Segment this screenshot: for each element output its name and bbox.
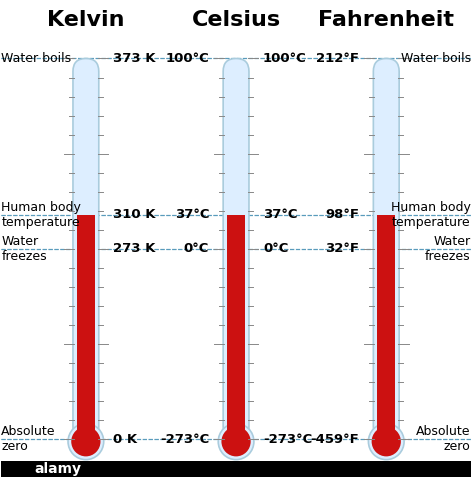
Text: Fahrenheit: Fahrenheit (318, 11, 454, 31)
Text: 0 K: 0 K (113, 433, 137, 445)
Text: Human body
temperature: Human body temperature (391, 201, 471, 228)
Text: 100°C: 100°C (165, 52, 209, 65)
FancyBboxPatch shape (73, 58, 99, 439)
Circle shape (221, 427, 251, 456)
Circle shape (372, 427, 401, 456)
Text: Water
freezes: Water freezes (425, 235, 471, 263)
Text: -459°F: -459°F (310, 433, 359, 445)
Text: -273°C: -273°C (263, 433, 312, 445)
Text: 37°C: 37°C (263, 208, 298, 221)
Text: Human body
temperature: Human body temperature (1, 201, 81, 228)
Bar (77, 215, 95, 439)
Circle shape (71, 427, 100, 456)
Text: -273°C: -273°C (160, 433, 209, 445)
Circle shape (368, 423, 404, 460)
Text: 100°C: 100°C (263, 52, 307, 65)
Text: 0°C: 0°C (263, 242, 288, 255)
Text: 98°F: 98°F (325, 208, 359, 221)
Text: Absolute
zero: Absolute zero (1, 425, 56, 453)
Text: Absolute
zero: Absolute zero (416, 425, 471, 453)
Text: 32°F: 32°F (325, 242, 359, 255)
FancyBboxPatch shape (223, 58, 249, 439)
Text: Water boils: Water boils (401, 52, 471, 65)
Bar (1, 461, 471, 477)
Text: 273 K: 273 K (113, 242, 155, 255)
Text: 310 K: 310 K (113, 208, 155, 221)
Bar (377, 215, 395, 439)
Text: 0°C: 0°C (184, 242, 209, 255)
Text: 373 K: 373 K (113, 52, 155, 65)
FancyBboxPatch shape (374, 58, 399, 439)
Text: Water boils: Water boils (1, 52, 72, 65)
Text: alamy: alamy (34, 462, 81, 476)
Text: Celsius: Celsius (191, 11, 281, 31)
Circle shape (218, 423, 254, 460)
Text: Water
freezes: Water freezes (1, 235, 47, 263)
Text: Kelvin: Kelvin (47, 11, 125, 31)
Circle shape (68, 423, 104, 460)
Text: 37°C: 37°C (174, 208, 209, 221)
Bar (227, 215, 245, 439)
Text: 212°F: 212°F (316, 52, 359, 65)
